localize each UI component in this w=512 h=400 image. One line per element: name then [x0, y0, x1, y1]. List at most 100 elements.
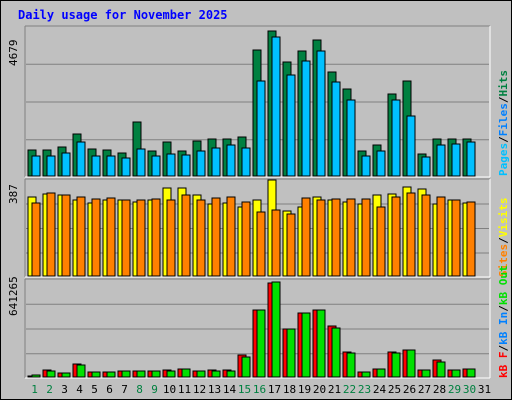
day-label-11: 11 — [178, 383, 191, 396]
day-label-25: 25 — [388, 383, 401, 396]
bar-sites-20 — [316, 199, 326, 277]
bar-sites-30 — [466, 201, 476, 277]
bar-pages-8 — [136, 148, 146, 177]
bar-kb-out-18 — [286, 328, 296, 378]
bar-pages-16 — [256, 80, 266, 177]
bar-pages-1 — [31, 155, 41, 177]
bar-pages-27 — [421, 156, 431, 177]
bar-pages-22 — [346, 99, 356, 177]
day-label-18: 18 — [283, 383, 296, 396]
bar-pages-29 — [451, 143, 461, 177]
bar-sites-26 — [406, 192, 416, 277]
bar-pages-11 — [181, 154, 191, 177]
bar-kb-out-8 — [136, 370, 146, 378]
bar-kb-out-21 — [331, 327, 341, 378]
bar-pages-26 — [406, 115, 416, 177]
bar-pages-19 — [301, 60, 311, 177]
day-label-9: 9 — [151, 383, 158, 396]
bar-sites-28 — [436, 196, 446, 277]
day-label-8: 8 — [136, 383, 143, 396]
bar-sites-11 — [181, 194, 191, 277]
bar-kb-out-23 — [361, 371, 371, 378]
day-label-19: 19 — [298, 383, 311, 396]
bar-sites-22 — [346, 198, 356, 277]
bar-sites-1 — [31, 202, 41, 277]
bar-sites-27 — [421, 194, 431, 277]
bar-kb-out-7 — [121, 370, 131, 378]
day-label-6: 6 — [106, 383, 113, 396]
bar-pages-28 — [436, 144, 446, 177]
bar-pages-3 — [61, 152, 71, 177]
day-label-20: 20 — [313, 383, 326, 396]
day-label-5: 5 — [91, 383, 98, 396]
day-label-7: 7 — [121, 383, 128, 396]
chart-title: Daily usage for November 2025 — [18, 8, 228, 22]
bar-pages-25 — [391, 99, 401, 177]
day-label-3: 3 — [61, 383, 68, 396]
bar-kb-out-22 — [346, 352, 356, 378]
bar-pages-14 — [226, 144, 236, 177]
bar-kb-out-17 — [271, 281, 281, 378]
bar-kb-out-11 — [181, 368, 191, 378]
bar-kb-out-29 — [451, 369, 461, 378]
bar-kb-out-6 — [106, 371, 116, 378]
bar-sites-29 — [451, 199, 461, 277]
bar-sites-15 — [241, 201, 251, 277]
day-label-27: 27 — [418, 383, 431, 396]
bar-kb-out-9 — [151, 370, 161, 378]
bar-sites-6 — [106, 197, 116, 277]
bar-pages-9 — [151, 155, 161, 177]
bar-pages-7 — [121, 157, 131, 177]
bar-sites-24 — [376, 206, 386, 277]
day-label-1: 1 — [31, 383, 38, 396]
day-label-14: 14 — [223, 383, 237, 396]
bar-kb-out-28 — [436, 361, 446, 378]
bar-sites-2 — [46, 192, 56, 277]
bar-pages-2 — [46, 155, 56, 177]
bar-kb-out-27 — [421, 369, 431, 378]
bar-sites-18 — [286, 213, 296, 277]
bar-sites-14 — [226, 196, 236, 277]
day-label-28: 28 — [433, 383, 446, 396]
bar-sites-10 — [166, 199, 176, 277]
day-label-30: 30 — [463, 383, 476, 396]
bar-pages-5 — [91, 155, 101, 177]
bar-kb-out-14 — [226, 370, 236, 378]
day-label-26: 26 — [403, 383, 416, 396]
day-label-12: 12 — [193, 383, 206, 396]
bar-kb-out-4 — [76, 364, 86, 378]
day-label-22: 22 — [343, 383, 356, 396]
day-label-17: 17 — [268, 383, 281, 396]
bar-pages-23 — [361, 155, 371, 177]
bar-kb-out-15 — [241, 356, 251, 378]
bar-sites-17 — [271, 209, 281, 277]
bar-sites-3 — [61, 194, 71, 277]
bar-kb-out-20 — [316, 309, 326, 378]
bar-kb-out-2 — [46, 370, 56, 378]
bar-pages-15 — [241, 147, 251, 177]
bar-pages-4 — [76, 141, 86, 177]
day-label-29: 29 — [448, 383, 461, 396]
bar-pages-21 — [331, 81, 341, 177]
bar-pages-18 — [286, 74, 296, 177]
bar-pages-13 — [211, 147, 221, 177]
bar-sites-4 — [76, 196, 86, 277]
day-label-15: 15 — [238, 383, 251, 396]
bar-kb-out-24 — [376, 368, 386, 378]
bar-sites-7 — [121, 199, 131, 277]
bar-sites-5 — [91, 198, 101, 277]
bar-kb-out-19 — [301, 312, 311, 378]
bar-kb-out-30 — [466, 368, 476, 378]
day-label-21: 21 — [328, 383, 341, 396]
bar-pages-17 — [271, 36, 281, 177]
bar-sites-8 — [136, 199, 146, 277]
day-label-24: 24 — [373, 383, 387, 396]
bar-kb-out-1 — [31, 374, 41, 378]
bar-kb-out-3 — [61, 372, 71, 378]
bar-sites-23 — [361, 198, 371, 277]
bar-sites-12 — [196, 199, 206, 277]
bar-sites-19 — [301, 197, 311, 277]
day-label-23: 23 — [358, 383, 371, 396]
bar-kb-out-10 — [166, 370, 176, 378]
